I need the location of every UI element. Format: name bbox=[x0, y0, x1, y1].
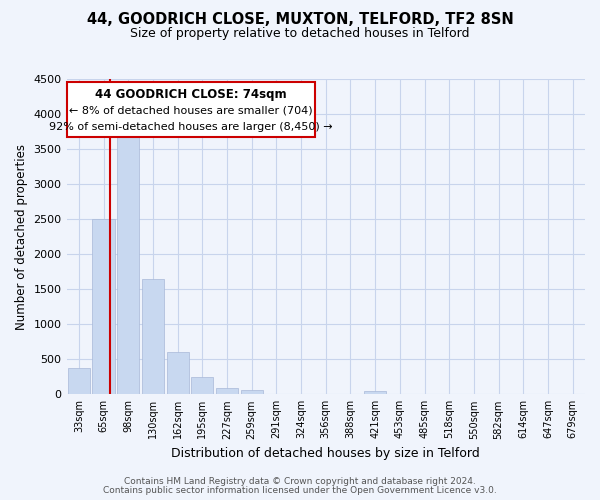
Text: ← 8% of detached houses are smaller (704): ← 8% of detached houses are smaller (704… bbox=[69, 106, 313, 116]
Text: Size of property relative to detached houses in Telford: Size of property relative to detached ho… bbox=[130, 28, 470, 40]
Bar bbox=[68, 368, 90, 394]
FancyBboxPatch shape bbox=[67, 82, 316, 138]
Bar bbox=[216, 388, 238, 394]
Text: 92% of semi-detached houses are larger (8,450) →: 92% of semi-detached houses are larger (… bbox=[49, 122, 333, 132]
Bar bbox=[117, 134, 139, 394]
Text: 44, GOODRICH CLOSE, MUXTON, TELFORD, TF2 8SN: 44, GOODRICH CLOSE, MUXTON, TELFORD, TF2… bbox=[86, 12, 514, 28]
Text: Contains public sector information licensed under the Open Government Licence v3: Contains public sector information licen… bbox=[103, 486, 497, 495]
Bar bbox=[142, 280, 164, 394]
Bar bbox=[191, 378, 214, 394]
Bar bbox=[92, 219, 115, 394]
Bar bbox=[241, 390, 263, 394]
Text: 44 GOODRICH CLOSE: 74sqm: 44 GOODRICH CLOSE: 74sqm bbox=[95, 88, 287, 101]
X-axis label: Distribution of detached houses by size in Telford: Distribution of detached houses by size … bbox=[172, 447, 480, 460]
Bar bbox=[364, 391, 386, 394]
Bar bbox=[167, 352, 189, 395]
Y-axis label: Number of detached properties: Number of detached properties bbox=[15, 144, 28, 330]
Text: Contains HM Land Registry data © Crown copyright and database right 2024.: Contains HM Land Registry data © Crown c… bbox=[124, 477, 476, 486]
